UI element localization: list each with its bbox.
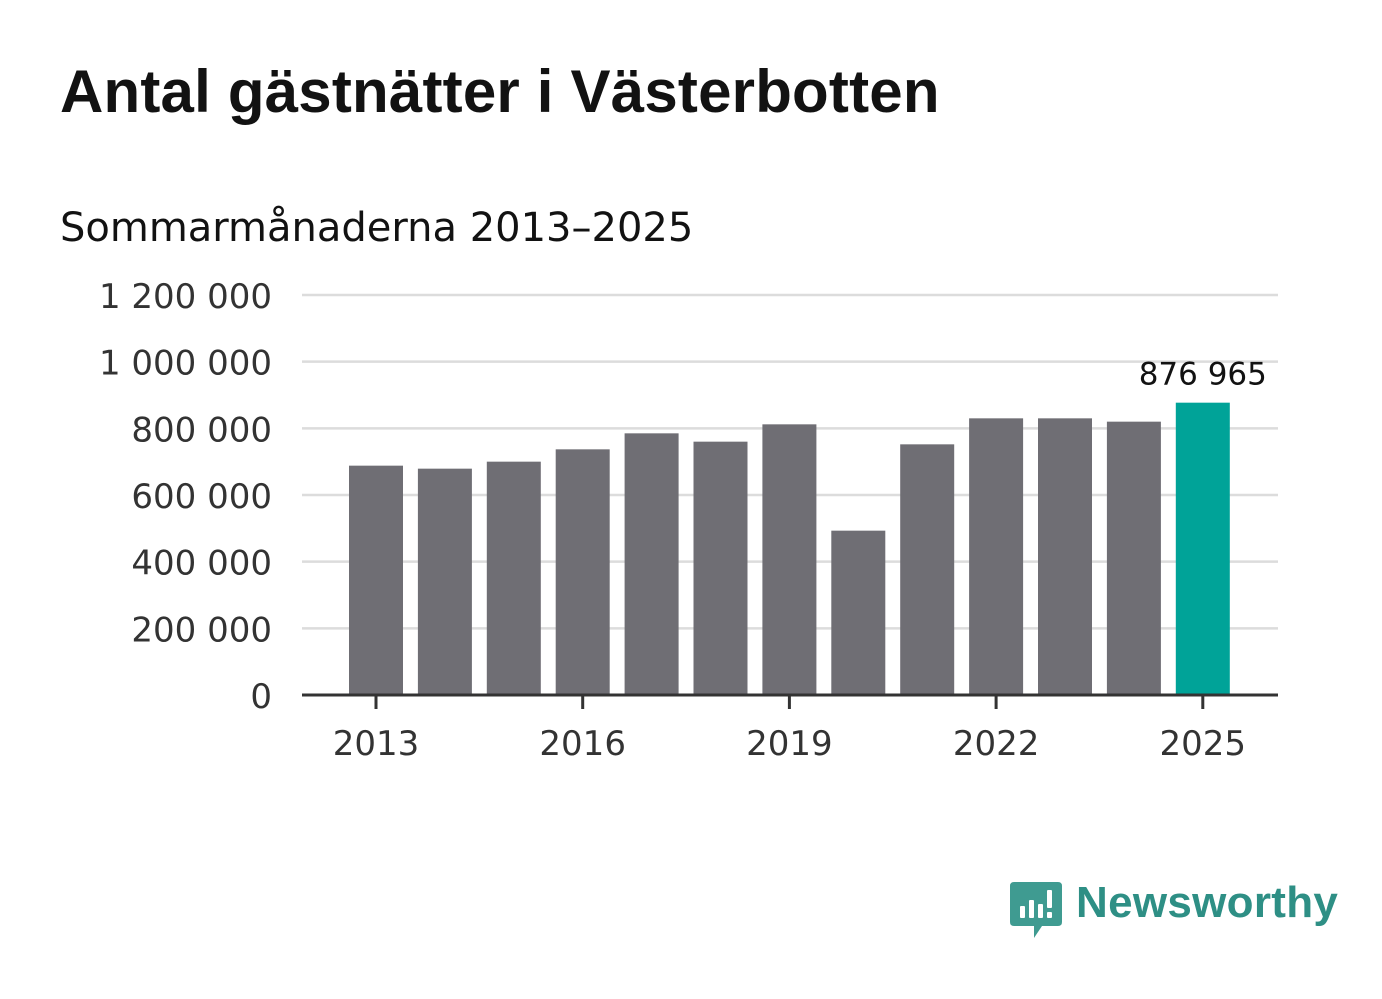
- bar: [693, 441, 748, 695]
- bar: [486, 461, 541, 695]
- y-tick-label: 400 000: [131, 544, 272, 584]
- y-tick-label: 0: [250, 677, 272, 717]
- newsworthy-logo: Newsworthy: [1010, 878, 1338, 940]
- bar: [900, 444, 955, 695]
- bar: [555, 449, 610, 695]
- x-tick-label: 2022: [953, 724, 1040, 764]
- y-tick-label: 800 000: [131, 410, 272, 450]
- y-tick-label: 200 000: [131, 610, 272, 650]
- chart-title: Antal gästnätter i Västerbotten: [60, 58, 940, 125]
- bar: [762, 424, 817, 695]
- bar: [1106, 421, 1161, 695]
- y-tick-label: 1 200 000: [99, 277, 272, 317]
- brand-name: Newsworthy: [1076, 878, 1339, 927]
- bar: [624, 433, 679, 695]
- y-tick-label: 600 000: [131, 477, 272, 517]
- chart-subtitle: Sommarmånaderna 2013–2025: [60, 205, 694, 251]
- x-tick-label: 2016: [539, 724, 626, 764]
- bar-value-label: 876 965: [1139, 357, 1267, 393]
- bar: [417, 468, 472, 695]
- x-tick-label: 2013: [333, 724, 420, 764]
- x-tick-label: 2019: [746, 724, 833, 764]
- bar: [831, 530, 886, 695]
- bar: [1038, 418, 1092, 695]
- x-tick-label: 2025: [1160, 724, 1247, 764]
- newsworthy-logo-icon: [1010, 882, 1062, 938]
- bar: [349, 465, 403, 695]
- bar: [969, 418, 1024, 695]
- highlight-bar: [1175, 402, 1230, 695]
- y-tick-label: 1 000 000: [99, 344, 272, 384]
